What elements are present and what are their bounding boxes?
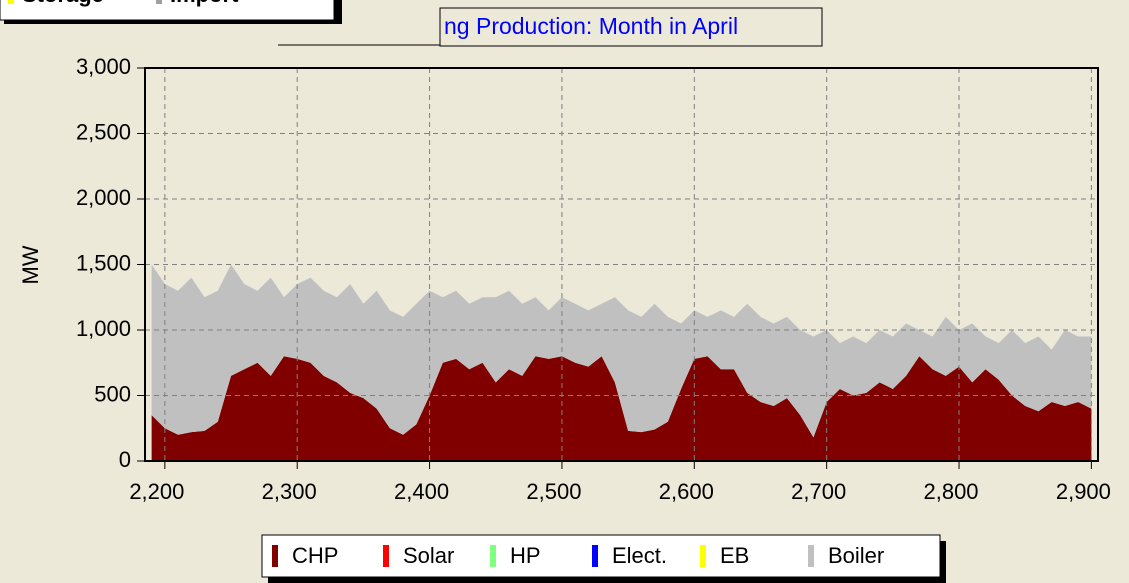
legend-label: Storage	[22, 0, 104, 7]
legend-swatch	[156, 0, 162, 4]
area	[151, 356, 1092, 461]
y-tick-label: 1,500	[76, 250, 131, 275]
legend-label: HP	[510, 543, 541, 568]
legend-label: CHP	[292, 543, 338, 568]
legend-swatch	[490, 545, 496, 567]
legend-swatch	[592, 545, 598, 567]
top-legend	[0, 0, 335, 21]
x-tick-label: 2,200	[129, 479, 184, 504]
y-tick-label: 500	[94, 381, 131, 406]
plot-frame	[144, 67, 1099, 462]
legend-label: EB	[720, 543, 749, 568]
x-tick-label: 2,300	[262, 479, 317, 504]
legend	[261, 534, 941, 578]
legend-label: Import	[170, 0, 239, 7]
y-tick-label: 2,000	[76, 185, 131, 210]
y-tick-label: 1,000	[76, 316, 131, 341]
area	[151, 264, 1092, 438]
legend-swatch	[8, 0, 14, 4]
x-tick-label: 2,400	[394, 479, 449, 504]
y-axis-label: MW	[18, 245, 43, 284]
x-tick-label: 2,500	[526, 479, 581, 504]
x-tick-label: 2,900	[1056, 479, 1111, 504]
y-tick-label: 2,500	[76, 119, 131, 144]
x-tick-label: 2,700	[791, 479, 846, 504]
legend-swatch	[808, 545, 814, 567]
x-tick-label: 2,600	[659, 479, 714, 504]
legend-label: Boiler	[828, 543, 884, 568]
y-tick-label: 0	[119, 447, 131, 472]
legend-label: Solar	[403, 543, 454, 568]
chart-title: ng Production: Month in April	[444, 13, 738, 39]
legend-swatch	[700, 545, 706, 567]
legend-label: Elect.	[612, 543, 667, 568]
x-tick-label: 2,800	[923, 479, 978, 504]
legend-swatch	[383, 545, 389, 567]
title-box	[439, 7, 823, 47]
legend-swatch	[272, 545, 278, 567]
y-tick-label: 3,000	[76, 54, 131, 79]
